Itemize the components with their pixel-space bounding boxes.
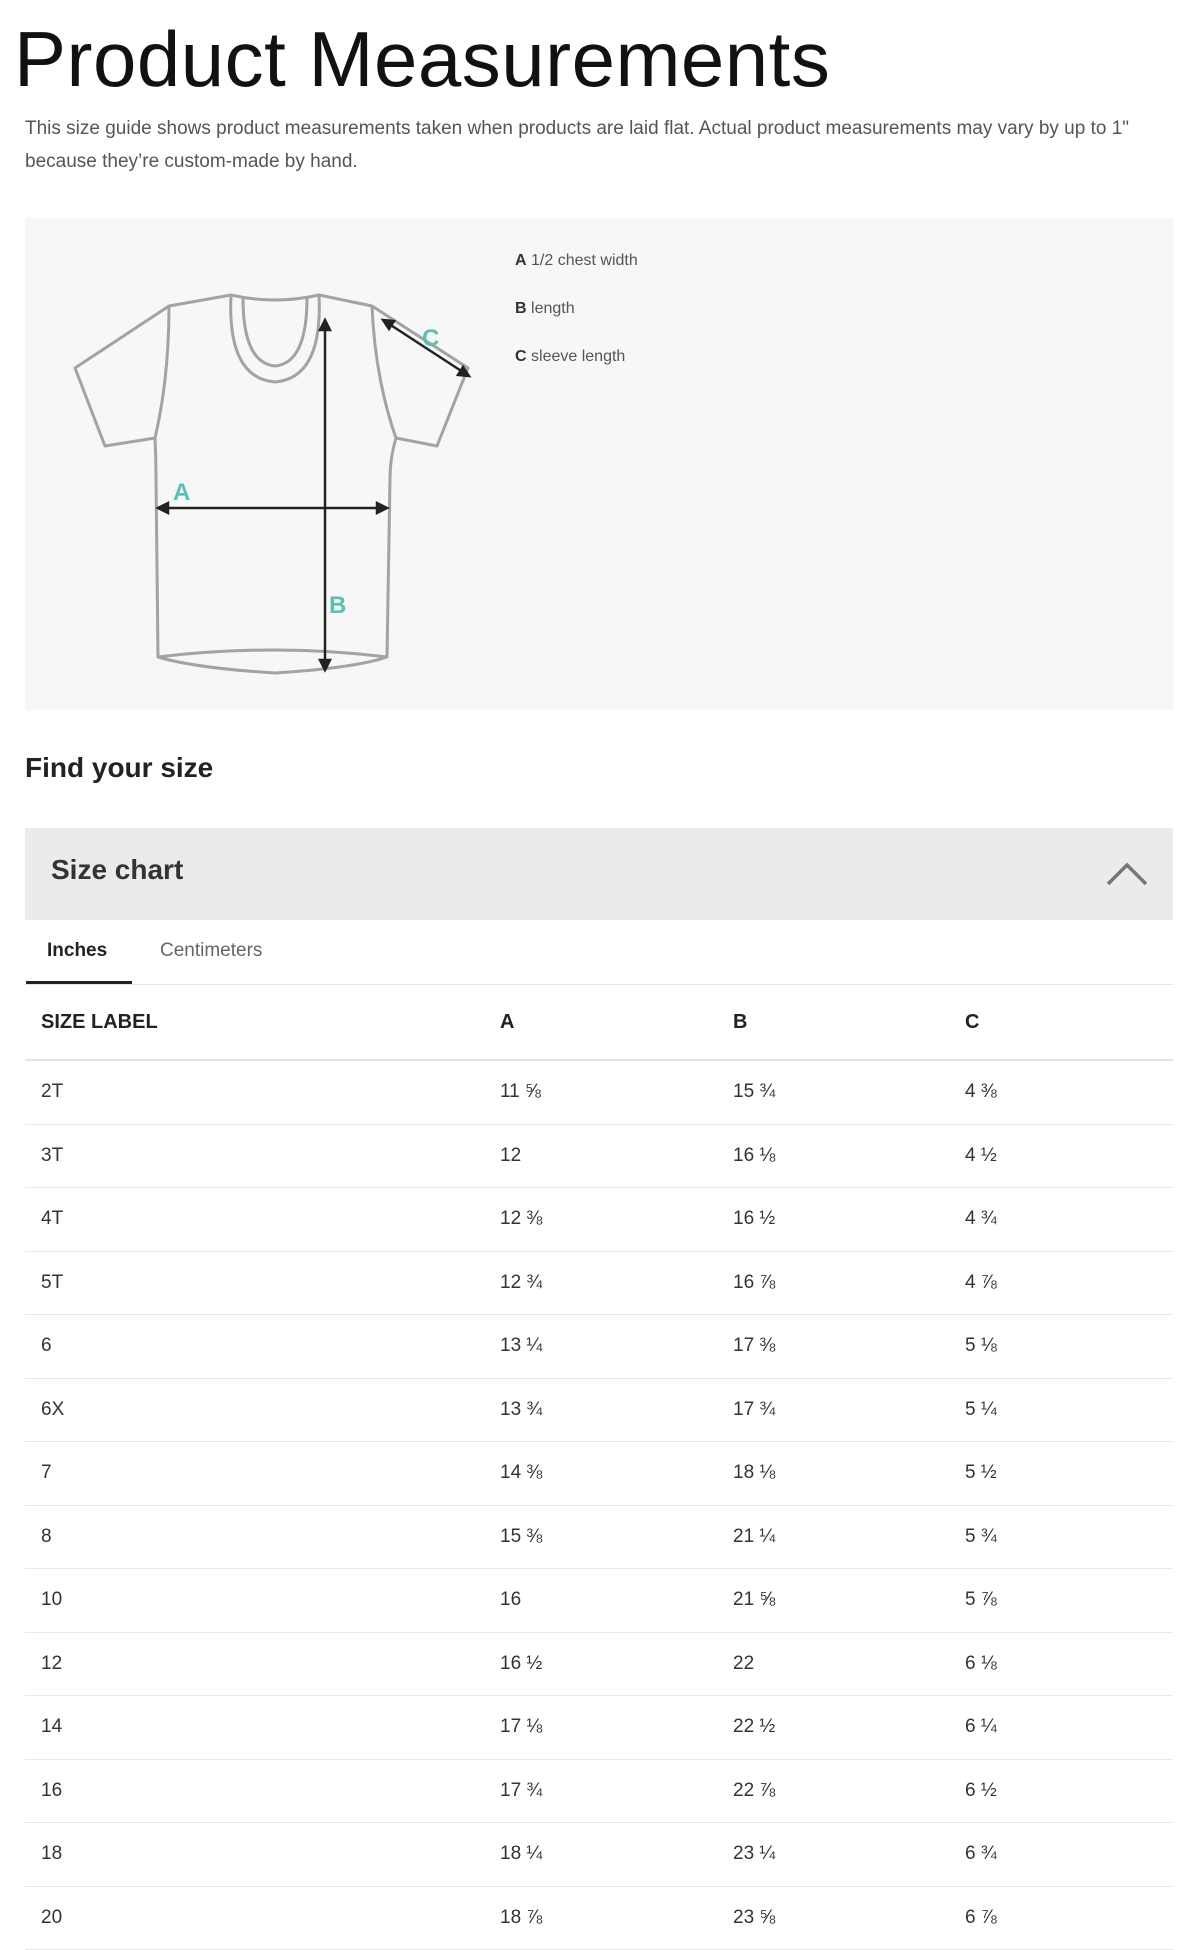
b-cell: 17 ⅜ bbox=[733, 1314, 965, 1379]
table-row: 12 16 ½ 22 6 ⅛ bbox=[25, 1632, 1173, 1696]
b-cell: 21 ⅝ bbox=[733, 1568, 965, 1633]
a-cell: 17 ⅛ bbox=[500, 1695, 733, 1760]
a-cell: 18 ⅞ bbox=[500, 1886, 733, 1950]
c-cell: 6 ¼ bbox=[965, 1695, 1173, 1760]
b-cell: 23 ¼ bbox=[733, 1822, 965, 1887]
size-cell: 18 bbox=[25, 1822, 500, 1887]
tab-centimeters[interactable]: Centimeters bbox=[160, 940, 263, 961]
marker-c: C bbox=[422, 325, 439, 352]
c-cell: 5 ¾ bbox=[965, 1505, 1173, 1569]
chevron-up-icon[interactable] bbox=[1105, 858, 1149, 888]
b-cell: 16 ½ bbox=[733, 1187, 965, 1252]
size-cell: 5T bbox=[25, 1251, 500, 1315]
a-cell: 12 bbox=[500, 1124, 733, 1188]
page-description: This size guide shows product measuremen… bbox=[25, 118, 1130, 172]
b-cell: 15 ¾ bbox=[733, 1060, 965, 1125]
b-cell: 21 ¼ bbox=[733, 1505, 965, 1569]
size-cell: 8 bbox=[25, 1505, 500, 1569]
measurement-diagram: A B C A 1/2 chest width B length C sleev… bbox=[25, 218, 1173, 710]
column-header-b: B bbox=[733, 985, 965, 1061]
diagram-legend: A 1/2 chest width B length C sleeve leng… bbox=[515, 252, 638, 396]
a-cell: 16 bbox=[500, 1568, 733, 1633]
column-header-a: A bbox=[500, 985, 733, 1061]
c-cell: 5 ¼ bbox=[965, 1378, 1173, 1442]
c-cell: 6 ½ bbox=[965, 1759, 1173, 1823]
b-cell: 16 ⅞ bbox=[733, 1251, 965, 1315]
column-header-c: C bbox=[965, 985, 1173, 1061]
page-title: Product Measurements bbox=[14, 15, 831, 103]
c-cell: 6 ¾ bbox=[965, 1822, 1173, 1887]
b-cell: 23 ⅝ bbox=[733, 1886, 965, 1950]
table-header-row: SIZE LABEL A B C bbox=[25, 985, 1173, 1061]
c-cell: 4 ½ bbox=[965, 1124, 1173, 1188]
size-cell: 16 bbox=[25, 1759, 500, 1823]
find-your-size-heading: Find your size bbox=[25, 752, 214, 783]
a-cell: 17 ¾ bbox=[500, 1759, 733, 1823]
b-cell: 22 bbox=[733, 1632, 965, 1696]
size-cell: 10 bbox=[25, 1568, 500, 1633]
a-cell: 12 ¾ bbox=[500, 1251, 733, 1315]
size-cell: 7 bbox=[25, 1441, 500, 1506]
size-cell: 6 bbox=[25, 1314, 500, 1379]
b-cell: 22 ⅞ bbox=[733, 1759, 965, 1823]
c-cell: 4 ¾ bbox=[965, 1187, 1173, 1252]
size-cell: 3T bbox=[25, 1124, 500, 1188]
active-tab-indicator bbox=[26, 981, 132, 984]
c-cell: 4 ⅞ bbox=[965, 1251, 1173, 1315]
size-chart-accordion-header[interactable]: Size chart bbox=[25, 828, 1173, 920]
size-chart-title: Size chart bbox=[51, 854, 184, 885]
legend-item-c: C sleeve length bbox=[515, 348, 626, 365]
b-cell: 16 ⅛ bbox=[733, 1124, 965, 1188]
c-cell: 6 ⅞ bbox=[965, 1886, 1173, 1950]
b-cell: 18 ⅛ bbox=[733, 1441, 965, 1506]
c-cell: 5 ⅛ bbox=[965, 1314, 1173, 1379]
c-cell: 4 ⅜ bbox=[965, 1060, 1173, 1125]
a-cell: 12 ⅜ bbox=[500, 1187, 733, 1252]
a-cell: 16 ½ bbox=[500, 1632, 733, 1696]
size-cell: 20 bbox=[25, 1886, 500, 1950]
b-cell: 17 ¾ bbox=[733, 1378, 965, 1442]
unit-tabs: Inches Centimeters bbox=[25, 920, 1173, 985]
b-cell: 22 ½ bbox=[733, 1695, 965, 1760]
legend-item-a: A 1/2 chest width bbox=[515, 252, 638, 269]
size-cell: 4T bbox=[25, 1187, 500, 1252]
a-cell: 15 ⅜ bbox=[500, 1505, 733, 1569]
a-cell: 11 ⅝ bbox=[500, 1060, 733, 1125]
marker-a: A bbox=[173, 479, 190, 506]
column-header-size: SIZE LABEL bbox=[25, 985, 500, 1061]
legend-item-b: B length bbox=[515, 300, 575, 317]
c-cell: 5 ⅞ bbox=[965, 1568, 1173, 1633]
a-cell: 13 ¾ bbox=[500, 1378, 733, 1442]
size-cell: 12 bbox=[25, 1632, 500, 1696]
size-cell: 14 bbox=[25, 1695, 500, 1760]
size-cell: 2T bbox=[25, 1060, 500, 1125]
a-cell: 13 ¼ bbox=[500, 1314, 733, 1379]
size-cell: 6X bbox=[25, 1378, 500, 1442]
a-cell: 14 ⅜ bbox=[500, 1441, 733, 1506]
tshirt-diagram-icon: A B C bbox=[73, 293, 472, 675]
tab-inches[interactable]: Inches bbox=[47, 940, 108, 961]
c-cell: 6 ⅛ bbox=[965, 1632, 1173, 1696]
marker-b: B bbox=[329, 592, 346, 619]
c-cell: 5 ½ bbox=[965, 1441, 1173, 1506]
a-cell: 18 ¼ bbox=[500, 1822, 733, 1887]
